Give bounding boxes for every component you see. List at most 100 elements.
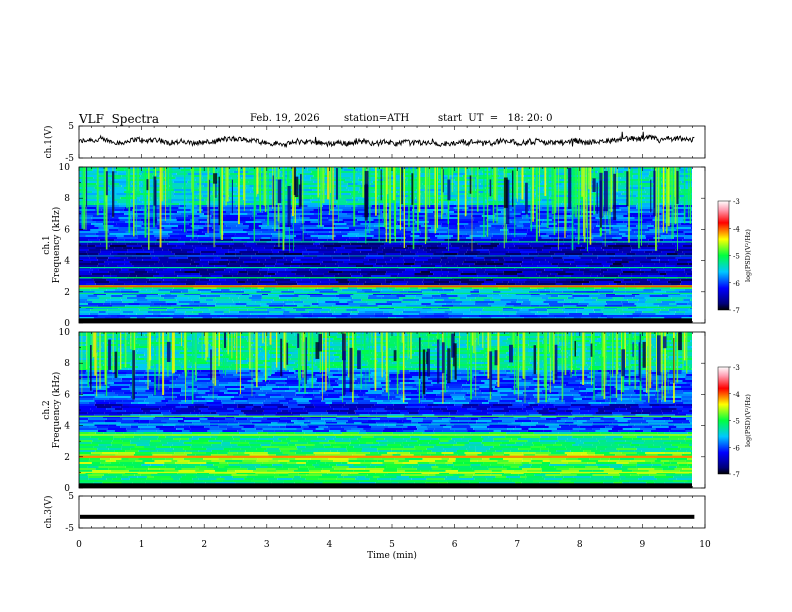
sferic-streak: [298, 332, 300, 393]
sferic-streak: [342, 332, 344, 403]
sferic-streak: [666, 167, 668, 234]
sferic-streak: [435, 167, 438, 230]
sferic-streak: [648, 332, 650, 403]
sferic-streak: [266, 332, 268, 379]
sferic-streak: [374, 332, 377, 391]
sferic-streak: [616, 167, 618, 192]
sferic-streak: [262, 332, 264, 344]
sferic-streak: [264, 167, 267, 212]
sferic-streak: [543, 332, 546, 388]
sferic-streak: [322, 167, 325, 204]
sferic-streak: [591, 332, 594, 366]
ch2-spectrogram-ytick: 10: [59, 328, 71, 338]
sferic-streak: [403, 167, 405, 248]
sferic-streak: [441, 167, 443, 220]
dark-burst: [401, 167, 403, 205]
dark-burst: [447, 348, 451, 384]
sferic-streak: [669, 167, 671, 193]
sferic-streak: [641, 167, 642, 246]
sferic-streak: [185, 332, 186, 403]
sferic-streak: [516, 167, 518, 199]
dark-burst: [210, 349, 212, 381]
sferic-streak: [352, 332, 354, 403]
sferic-streak: [672, 167, 674, 239]
sferic-streak: [319, 332, 321, 373]
dark-burst: [231, 179, 233, 214]
start-time-label: start UT = 18: 20: 0: [438, 113, 553, 124]
sferic-streak: [402, 332, 405, 403]
sferic-streak: [435, 167, 437, 191]
sferic-streak: [161, 167, 164, 202]
sferic-streak: [470, 332, 472, 400]
sferic-streak: [685, 332, 688, 374]
sferic-streak: [667, 332, 669, 394]
sferic-streak: [658, 167, 660, 243]
sferic-streak: [86, 332, 88, 370]
ch2-spectrogram-ylabel: ch.2: [42, 400, 52, 419]
dark-burst: [342, 333, 346, 361]
sferic-streak: [282, 167, 284, 251]
dark-burst: [509, 344, 513, 363]
dark-burst: [108, 339, 111, 370]
sferic-streak: [526, 332, 528, 362]
sferic-streak: [399, 167, 401, 231]
sferic-streak: [475, 332, 477, 397]
dark-burst: [105, 171, 108, 196]
dark-burst: [224, 332, 226, 348]
x-tick-label: 7: [514, 540, 520, 550]
sferic-streak: [554, 167, 557, 213]
ch2-spectrogram-colorbar-tick-label: -6: [733, 444, 740, 452]
sferic-streak: [126, 167, 128, 209]
sferic-streak: [204, 332, 207, 345]
station-label: station=ATH: [344, 113, 410, 124]
sferic-streak: [362, 167, 365, 198]
sferic-streak: [466, 167, 467, 216]
dark-burst: [639, 334, 641, 382]
sferic-streak: [602, 332, 604, 357]
dark-burst: [318, 333, 322, 352]
sferic-streak: [512, 332, 515, 348]
sferic-streak: [386, 167, 389, 195]
ch1-spectrogram-colorbar-tick-label: -6: [733, 280, 740, 288]
sferic-streak: [292, 167, 294, 216]
ch3-waveform-ytick: 5: [68, 492, 74, 502]
sferic-streak: [363, 332, 366, 361]
sferic-streak: [81, 167, 84, 229]
sferic-streak: [385, 332, 388, 393]
dark-burst: [305, 337, 307, 384]
sferic-streak: [537, 332, 540, 403]
ch1-waveform-ytick: 5: [68, 122, 74, 132]
sferic-streak: [330, 167, 332, 193]
sferic-streak: [609, 332, 611, 404]
sferic-streak: [96, 167, 99, 216]
ch1-spectrogram-ytick: 8: [64, 194, 70, 204]
sferic-streak: [444, 332, 446, 393]
sferic-streak: [588, 167, 590, 190]
sferic-streak: [571, 167, 574, 251]
sferic-streak: [143, 167, 144, 200]
ch1-spectrogram-ytick: 10: [59, 163, 71, 173]
ch1-waveform-trace: [78, 131, 695, 148]
dark-burst: [419, 337, 421, 379]
sferic-streak: [603, 332, 606, 399]
sferic-streak: [655, 167, 657, 251]
sferic-streak: [184, 167, 186, 233]
sferic-streak: [147, 332, 149, 390]
dark-burst: [512, 170, 514, 207]
sferic-streak: [221, 167, 223, 240]
sferic-streak: [546, 167, 549, 229]
sferic-streak: [169, 167, 172, 221]
sferic-streak: [128, 167, 131, 233]
sferic-streak: [545, 332, 547, 403]
sferic-streak: [94, 332, 97, 376]
sferic-streak: [226, 167, 229, 202]
sferic-streak: [93, 332, 95, 357]
sferic-streak: [573, 167, 575, 215]
sferic-streak: [318, 167, 319, 229]
sferic-streak: [120, 332, 122, 369]
sferic-streak: [551, 167, 553, 205]
sferic-streak: [330, 167, 333, 211]
sferic-streak: [137, 167, 139, 192]
dark-burst: [218, 176, 220, 226]
